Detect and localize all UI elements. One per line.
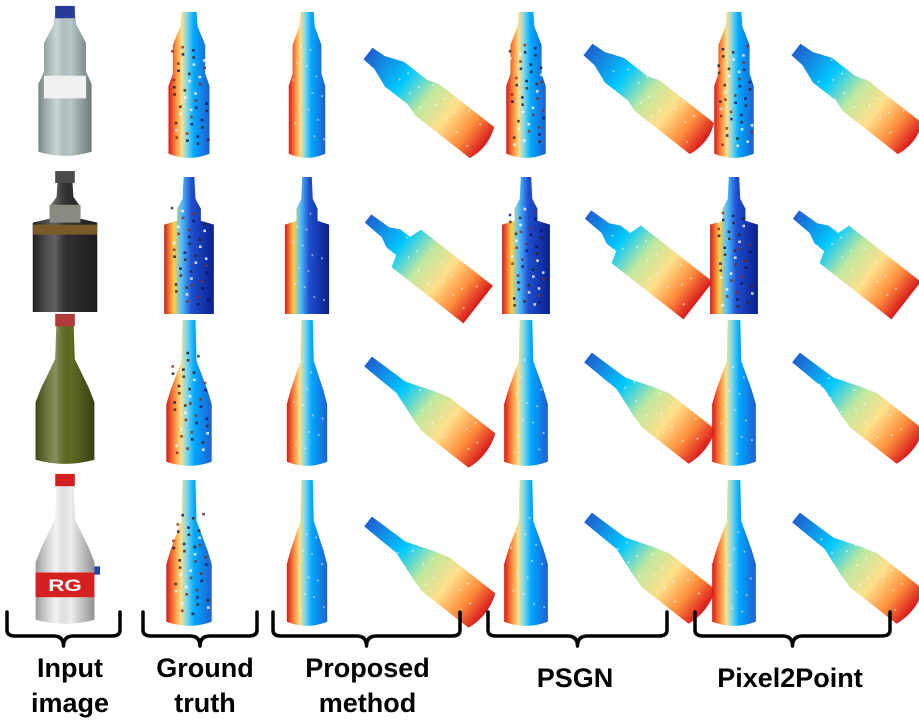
input-image-green-wine-bottle <box>35 313 95 464</box>
psgn-vertical-plastic-water-bottle <box>506 12 546 158</box>
brace-input <box>5 610 122 648</box>
brace-ground-truth <box>141 610 259 648</box>
proposed-vertical-plastic-water-bottle <box>288 12 326 158</box>
proposed-tilted-green-wine-bottle <box>364 356 496 468</box>
pixel2point-tilted-white-bottle <box>792 512 919 624</box>
pixel2point-tilted-plastic-water-bottle <box>791 43 919 155</box>
pixel2point-tilted-green-wine-bottle <box>792 352 919 464</box>
pixel2point-vertical-plastic-water-bottle <box>714 12 754 158</box>
label-gt-line1: Ground <box>156 653 254 683</box>
ground-truth-plastic-water-bottle <box>168 12 210 158</box>
proposed-vertical-white-bottle <box>286 480 328 626</box>
brace-proposed <box>271 610 462 648</box>
proposed-tilted-white-bottle <box>364 516 496 628</box>
brace-psgn <box>486 610 669 648</box>
psgn-vertical-dark-square-bottle <box>502 177 550 315</box>
proposed-vertical-dark-square-bottle <box>284 177 330 315</box>
proposed-tilted-dark-square-bottle <box>364 214 493 324</box>
label-pixel2point: Pixel2Point <box>717 663 863 693</box>
braces-layer <box>5 610 892 648</box>
proposed-tilted-plastic-water-bottle <box>363 47 495 159</box>
brace-pixel2point <box>693 610 892 648</box>
label-input-line1: Input <box>37 653 103 683</box>
psgn-tilted-plastic-water-bottle <box>583 43 715 155</box>
psgn-tilted-white-bottle <box>584 512 716 624</box>
input-image-dark-square-bottle <box>32 171 98 313</box>
pixel2point-vertical-green-wine-bottle <box>712 320 756 466</box>
svg-text:RG: RG <box>48 577 82 595</box>
proposed-vertical-green-wine-bottle <box>286 320 328 466</box>
images-layer: RG <box>32 5 919 628</box>
psgn-vertical-green-wine-bottle <box>504 320 548 466</box>
input-image-white-bottle: RG <box>35 473 100 624</box>
label-psgn: PSGN <box>536 663 614 693</box>
ground-truth-green-wine-bottle <box>166 320 212 466</box>
psgn-vertical-white-bottle <box>504 480 548 626</box>
pixel2point-tilted-dark-square-bottle <box>792 210 919 320</box>
psgn-tilted-green-wine-bottle <box>584 352 716 464</box>
psgn-tilted-dark-square-bottle <box>584 210 713 320</box>
pixel2point-vertical-white-bottle <box>712 480 756 626</box>
label-proposed-line1: Proposed <box>305 653 430 683</box>
label-gt-line2: truth <box>174 688 236 718</box>
label-input-line2: image <box>30 688 110 718</box>
label-proposed-line2: method <box>318 688 417 718</box>
ground-truth-white-bottle <box>166 480 212 626</box>
ground-truth-dark-square-bottle <box>164 177 214 315</box>
input-image-plastic-water-bottle <box>38 5 92 156</box>
pixel2point-vertical-dark-square-bottle <box>710 177 758 315</box>
